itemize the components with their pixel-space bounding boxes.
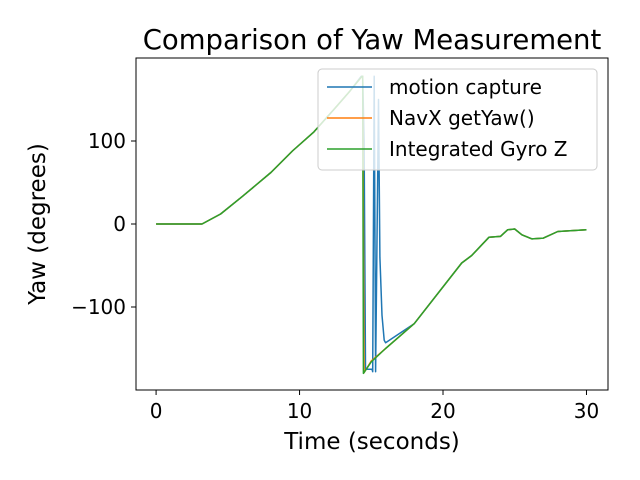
x-tick-label: 10 xyxy=(287,399,312,423)
series-line-3 xyxy=(156,75,587,375)
x-axis-label: Time (seconds) xyxy=(283,429,460,455)
series-layer xyxy=(156,75,587,375)
x-tick-label: 30 xyxy=(574,399,599,423)
legend-label-3: Integrated Gyro Z xyxy=(389,137,568,161)
x-tick-label: 0 xyxy=(150,399,163,423)
y-tick-label: 0 xyxy=(113,212,126,236)
legend: motion capture NavX getYaw() Integrated Gy… xyxy=(317,68,598,171)
y-axis-label: Yaw (degrees) xyxy=(25,143,51,306)
y-axis-ticks: −100 0 100 xyxy=(71,129,136,319)
y-tick-label: −100 xyxy=(71,295,126,319)
x-tick-label: 20 xyxy=(430,399,455,423)
legend-label-2: NavX getYaw() xyxy=(389,106,535,130)
y-tick-label: 100 xyxy=(88,129,126,153)
legend-frame xyxy=(317,68,598,171)
legend-items: motion capture NavX getYaw() Integrated Gy… xyxy=(327,75,568,161)
x-axis-ticks: 0 10 20 30 xyxy=(150,390,599,423)
legend-label-1: motion capture xyxy=(389,75,542,99)
chart-title: Comparison of Yaw Measurement xyxy=(143,24,602,56)
